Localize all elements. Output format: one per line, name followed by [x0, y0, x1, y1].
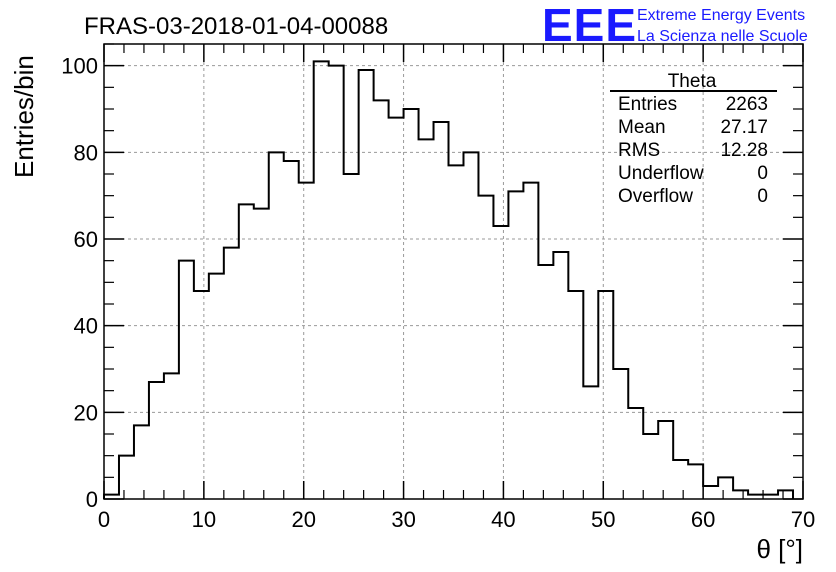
- stats-row-value: 0: [757, 163, 768, 184]
- chart-title: FRAS-03-2018-01-04-00088: [84, 13, 388, 40]
- histogram-bin: [463, 152, 478, 499]
- stats-row-label: Mean: [618, 117, 666, 138]
- y-axis-label: Entries/bin: [9, 55, 39, 178]
- histogram-bin: [329, 66, 344, 499]
- histogram-bin: [568, 291, 583, 499]
- histogram-bin: [493, 226, 508, 499]
- y-tick-label: 40: [74, 314, 98, 339]
- histogram-bin: [344, 174, 359, 499]
- histogram-bin: [718, 477, 733, 499]
- histogram-bin: [434, 122, 449, 499]
- histogram-bin: [194, 291, 209, 499]
- histogram-bin: [404, 109, 419, 499]
- y-tick-label: 20: [74, 400, 98, 425]
- histogram-bin: [239, 204, 254, 499]
- histogram-bin: [149, 382, 164, 499]
- histogram-bin: [703, 486, 718, 499]
- histogram-bin: [613, 369, 628, 499]
- histogram-bin: [628, 408, 643, 499]
- y-tick-label: 80: [74, 140, 98, 165]
- stats-row-label: RMS: [618, 140, 660, 161]
- stats-row-label: Underflow: [618, 163, 704, 184]
- histogram-bin: [179, 261, 194, 499]
- stats-row-value: 27.17: [720, 117, 768, 138]
- x-tick-label: 50: [591, 507, 615, 532]
- stats-box: Theta Entries 2263 Mean 27.17 RMS 12.28 Underf…: [610, 71, 777, 207]
- stats-row-value: 0: [757, 186, 768, 207]
- stats-row-label: Entries: [618, 94, 677, 115]
- x-tick-label: 10: [192, 507, 216, 532]
- histogram-bin: [224, 248, 239, 499]
- x-tick-label: 40: [491, 507, 515, 532]
- histogram-bin: [419, 139, 434, 499]
- logo-mark: EEE: [542, 0, 637, 51]
- histogram-bin: [478, 196, 493, 499]
- histogram-bin: [778, 490, 793, 499]
- histogram-bin: [508, 191, 523, 499]
- x-tick-label: 30: [391, 507, 415, 532]
- histogram-bin: [314, 61, 329, 499]
- histogram-bin: [299, 183, 314, 499]
- histogram-bin: [209, 274, 224, 499]
- histogram-bin: [119, 456, 134, 499]
- histogram-bin: [164, 373, 179, 499]
- x-axis-label: θ [°]: [756, 534, 803, 564]
- histogram-bin: [523, 183, 538, 499]
- stats-row-value: 2263: [726, 94, 768, 115]
- eee-logo: EEE Extreme Energy Events La Scienza nel…: [542, 0, 808, 51]
- histogram-bin: [284, 161, 299, 499]
- histogram-bin: [389, 118, 404, 499]
- stats-row-value: 12.28: [720, 140, 768, 161]
- x-tick-label: 20: [291, 507, 315, 532]
- histogram-bin: [658, 421, 673, 499]
- histogram-bin: [643, 434, 658, 499]
- stats-title: Theta: [668, 71, 717, 92]
- histogram-bin: [134, 425, 149, 499]
- histogram-bin: [553, 252, 568, 499]
- y-tick-label: 60: [74, 227, 98, 252]
- y-tick-label: 100: [61, 54, 98, 79]
- histogram-bin: [254, 209, 269, 499]
- histogram-bin: [269, 152, 284, 499]
- stats-row-label: Overflow: [618, 186, 693, 207]
- histogram-bin: [598, 291, 613, 499]
- histogram-bin: [733, 490, 748, 499]
- histogram-bin: [673, 460, 688, 499]
- histogram-bin: [359, 70, 374, 499]
- logo-line-1: Extreme Energy Events: [637, 7, 805, 24]
- histogram-bin: [688, 464, 703, 499]
- histogram-outline: [103, 60, 795, 499]
- histogram-bin: [538, 265, 553, 499]
- x-tick-label: 70: [791, 507, 815, 532]
- y-tick-label: 0: [86, 487, 98, 512]
- histogram-bin: [449, 165, 464, 499]
- stats-rows: Entries 2263 Mean 27.17 RMS 12.28 Underflow 0 Ov…: [618, 94, 768, 207]
- grid-lines: [104, 44, 803, 499]
- histogram-bin: [374, 100, 389, 499]
- x-tick-label: 0: [98, 507, 110, 532]
- plot-frame: [103, 43, 804, 500]
- x-tick-label: 60: [691, 507, 715, 532]
- tick-labels: 0 10 20 30 40 50 60 70 0 20 40 60 80 100: [61, 54, 815, 532]
- logo-line-2: La Scienza nelle Scuole: [637, 28, 808, 45]
- histogram-bin: [583, 386, 598, 499]
